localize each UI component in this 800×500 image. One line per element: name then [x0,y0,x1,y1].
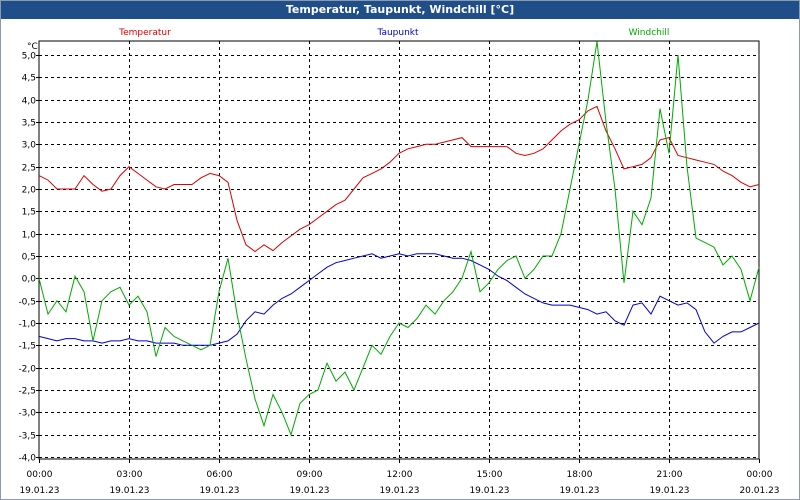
y-tick-label: 3,5 [22,119,36,129]
y-tick-label: -3,0 [18,409,36,419]
x-tick-date-label: 19.01.23 [559,486,599,496]
y-tick-label: 5,0 [22,52,37,62]
chart-title: Temperatur, Taupunkt, Windchill [°C] [1,1,799,19]
x-tick-date-label: 19.01.23 [649,486,689,496]
x-tick-time-label: 18:00 [567,470,593,480]
y-tick-label: -0,5 [18,298,36,308]
x-tick-date-label: 19.01.23 [109,486,149,496]
series-layer [38,41,760,437]
y-tick-label: -2,0 [18,365,36,375]
y-tick-label: 0,0 [22,275,37,285]
series-line-dewpoint [38,253,760,346]
y-tick-label: -3,5 [18,432,36,442]
y-axis-label: °C [27,42,38,52]
legend-temperature: Temperatur [118,28,171,38]
y-tick-label: -1,5 [18,342,36,352]
y-tick-label: 4,0 [22,97,37,107]
x-tick-time-label: 03:00 [117,470,143,480]
legend: Temperatur Taupunkt Windchill [118,28,669,38]
x-tick-date-label: 19.01.23 [469,486,509,496]
x-tick-date-label: 19.01.23 [19,486,59,496]
axis-layer: 5,0 4,5 4,0 3,5 3,0 2,5 2,0 1,5 1,0 0,5 0,0 -0,5 -1,… [18,42,779,496]
y-tick-label: -4,0 [18,454,36,464]
y-tick-label: 4,5 [22,74,36,84]
x-tick-time-label: 15:00 [477,470,503,480]
x-tick-date-label: 19.01.23 [289,486,329,496]
x-tick-date-label: 19.01.23 [379,486,419,496]
x-tick-time-label: 00:00 [27,470,53,480]
x-tick-time-label: 06:00 [207,470,233,480]
y-tick-label: 2,5 [22,164,36,174]
y-tick-label: 2,0 [22,186,37,196]
x-tick-time-label: 09:00 [297,470,323,480]
y-tick-label: -1,0 [18,320,36,330]
series-line-temperature [38,105,760,253]
grid-layer [38,40,760,460]
x-tick-time-label: 21:00 [657,470,683,480]
legend-dewpoint: Taupunkt [376,28,419,38]
y-tick-label: -2,5 [18,387,36,397]
y-tick-label: 1,5 [22,208,36,218]
series-line-windchill [38,41,760,437]
x-tick-date-label: 20.01.23 [739,486,779,496]
y-tick-label: 0,5 [22,253,36,263]
legend-windchill: Windchill [629,28,670,38]
y-tick-label: 3,0 [22,141,37,151]
x-tick-time-label: 12:00 [387,470,413,480]
x-tick-time-label: 00:00 [747,470,773,480]
x-tick-date-label: 19.01.23 [199,486,239,496]
y-tick-label: 1,0 [22,231,37,241]
